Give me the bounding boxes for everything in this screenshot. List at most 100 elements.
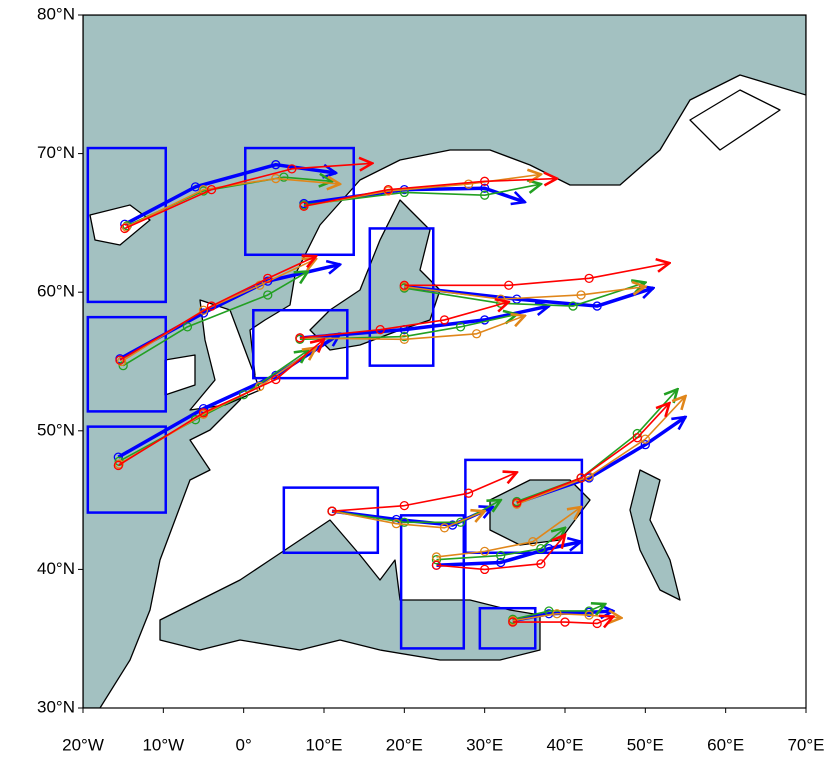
trajectory xyxy=(516,396,686,506)
trajectory xyxy=(404,287,653,308)
trajectory xyxy=(436,507,581,558)
trajectory xyxy=(331,511,485,529)
trajectory-point xyxy=(391,519,401,529)
trajectory xyxy=(331,472,517,512)
trajectory-point xyxy=(471,329,482,339)
trajectory-point xyxy=(640,440,650,450)
trajectory-point xyxy=(431,555,442,565)
trajectory-point xyxy=(271,160,281,170)
trajectory-point xyxy=(263,290,273,300)
baltic xyxy=(309,199,441,351)
trajectory xyxy=(404,282,645,307)
trajectory-point xyxy=(536,559,546,569)
trajectory-point xyxy=(504,280,514,290)
x-tick-label: 20°E xyxy=(386,735,423,754)
trajectory-point xyxy=(455,322,466,332)
trajectory-point xyxy=(263,273,273,283)
trajectory-point xyxy=(327,506,337,516)
trajectory-point xyxy=(206,184,217,195)
trajectory-point xyxy=(512,498,522,508)
trajectory-point xyxy=(399,280,409,290)
trajectory-point xyxy=(480,564,490,575)
trajectory-point xyxy=(584,610,594,620)
trajectory-point xyxy=(255,280,265,290)
trajectory-point xyxy=(536,543,546,554)
trajectory xyxy=(516,403,670,504)
trajectory xyxy=(117,339,324,467)
trajectory-point xyxy=(383,184,393,195)
trajectory-point xyxy=(528,537,538,547)
source-box xyxy=(244,146,355,257)
source-box xyxy=(86,315,167,413)
trajectory-point xyxy=(399,331,409,342)
trajectory xyxy=(126,179,340,228)
island xyxy=(689,89,781,151)
trajectory xyxy=(436,535,565,571)
trajectory xyxy=(122,271,308,367)
trajectory xyxy=(303,184,541,206)
y-tick-label: 70°N xyxy=(37,143,75,162)
trajectory-point xyxy=(431,560,442,570)
x-tick-label: 0° xyxy=(236,735,252,754)
trajectory xyxy=(124,163,372,230)
trajectory xyxy=(404,263,669,287)
trajectory-point xyxy=(375,324,385,335)
trajectory-point xyxy=(480,176,490,186)
trajectory-point xyxy=(496,557,506,568)
y-tick-label: 50°N xyxy=(37,420,75,439)
x-tick-label: 60°E xyxy=(707,735,744,754)
trajectory-point xyxy=(480,190,490,200)
trajectory-point xyxy=(592,301,602,311)
x-tick-label: 10°W xyxy=(142,735,184,754)
trajectory-point xyxy=(632,433,642,443)
y-tick-label: 80°N xyxy=(37,4,75,23)
trajectory-point xyxy=(399,334,409,344)
source-box xyxy=(478,606,537,650)
trajectory-point xyxy=(120,223,130,234)
trajectory xyxy=(512,604,605,621)
island xyxy=(89,204,151,246)
trajectory-point xyxy=(206,301,217,311)
trajectory-point xyxy=(198,408,209,418)
trajectory-point xyxy=(576,473,586,483)
trajectory-point xyxy=(271,374,281,385)
trajectory-point xyxy=(113,460,123,471)
source-box xyxy=(252,308,349,380)
ocean xyxy=(83,15,806,708)
trajectory-point xyxy=(480,546,490,557)
trajectory-point xyxy=(399,500,409,511)
trajectory-point xyxy=(271,173,281,184)
basemap xyxy=(83,15,806,708)
y-tick-label: 60°N xyxy=(37,282,75,301)
trajectory-point xyxy=(287,164,297,174)
source-box xyxy=(86,425,167,514)
caspian xyxy=(629,469,681,601)
trajectory-point xyxy=(592,618,602,629)
trajectory-point xyxy=(552,609,562,619)
trajectory-point xyxy=(182,322,193,332)
trajectory xyxy=(123,162,336,226)
overlay xyxy=(86,146,686,650)
trajectory-point xyxy=(255,381,265,392)
trajectory-point xyxy=(463,488,474,498)
trajectory xyxy=(119,256,316,361)
x-tick-label: 20°W xyxy=(62,735,104,754)
trajectory-point xyxy=(239,390,249,400)
trajectory-point xyxy=(121,222,132,232)
x-tick-label: 70°E xyxy=(787,735,824,754)
trajectory xyxy=(512,617,613,624)
trajectory-point xyxy=(115,355,125,365)
trajectory-point xyxy=(116,356,127,367)
trajectory xyxy=(299,302,509,339)
x-tick-label: 10°E xyxy=(305,735,342,754)
source-box xyxy=(368,227,435,367)
trajectory-point xyxy=(584,273,594,283)
x-tick-label: 50°E xyxy=(627,735,664,754)
trajectory-point xyxy=(439,523,450,533)
source-box xyxy=(86,146,167,304)
source-box xyxy=(399,514,466,650)
trajectory-point xyxy=(568,301,578,311)
trajectory-point xyxy=(496,550,506,561)
trajectory xyxy=(404,287,645,300)
trajectory-point xyxy=(198,305,209,315)
